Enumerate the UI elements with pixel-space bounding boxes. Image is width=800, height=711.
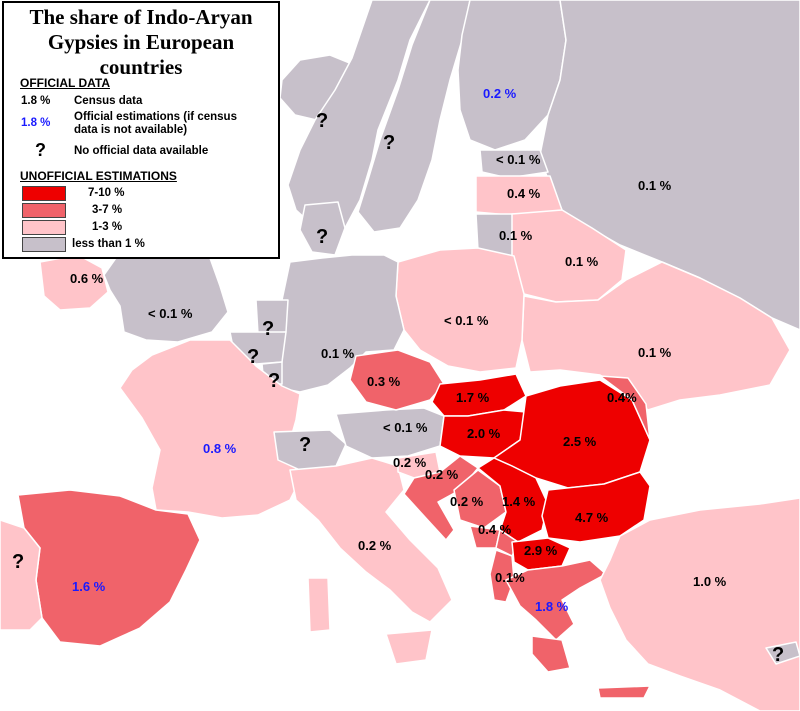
region-estonia	[479, 149, 549, 179]
legend-label-1-3: 1-3 %	[92, 221, 123, 233]
estimate-sample: 1.8 %	[21, 117, 51, 129]
legend-label-7-10: 7-10 %	[88, 187, 125, 199]
label-moldova: 0.4%	[607, 390, 637, 405]
label-hungary: 2.0 %	[467, 426, 501, 441]
region-ukraine	[521, 261, 791, 411]
region-crete	[597, 685, 651, 699]
unknown-marker-sweden: ?	[383, 132, 396, 154]
region-sicily	[385, 629, 433, 665]
legend-swatch-3-7	[22, 203, 66, 218]
region-cyprus	[765, 641, 800, 665]
map-title: The share of Indo-Aryan Gypsies in Europ…	[4, 5, 278, 80]
title-line-2: Gypsies in European countries	[47, 30, 235, 79]
region-sardinia	[307, 577, 331, 633]
unknown-marker-denmark: ?	[316, 226, 329, 248]
label-germany: 0.1 %	[321, 346, 355, 361]
region-italy	[289, 457, 453, 623]
region-serbia	[477, 457, 549, 543]
region-portugal	[0, 519, 43, 631]
label-belarus: 0.1 %	[565, 254, 599, 269]
label-finland: 0.2 %	[483, 86, 517, 101]
region-greece	[505, 559, 607, 641]
label-poland: < 0.1 %	[444, 313, 489, 328]
census-sample: 1.8 %	[21, 95, 51, 107]
region-moldova	[599, 375, 651, 441]
region-denmark	[299, 201, 346, 256]
legend-label-3-7: 3-7 %	[92, 204, 123, 216]
legend-box: The share of Indo-Aryan Gypsies in Europ…	[2, 1, 280, 259]
label-estonia: < 0.1 %	[496, 152, 541, 167]
label-macedonia: 2.9 %	[524, 543, 558, 558]
label-austria: < 0.1 %	[383, 420, 428, 435]
label-albania: 0.1%	[495, 570, 525, 585]
label-croatia: 0.2 %	[425, 467, 459, 482]
region-turkey	[599, 497, 800, 711]
official-data-header: OFFICIAL DATA	[20, 76, 110, 90]
label-latvia: 0.4 %	[507, 186, 541, 201]
label-czech: 0.3 %	[367, 374, 401, 389]
label-turkey: 1.0 %	[693, 574, 727, 589]
census-label: Census data	[74, 95, 143, 107]
legend-swatch-7-10	[22, 186, 66, 201]
title-line-1: The share of Indo-Aryan	[29, 5, 253, 29]
label-montenegro: 0.4 %	[478, 522, 512, 537]
unknown-marker-belgium: ?	[247, 346, 260, 368]
label-greece: 1.8 %	[535, 599, 569, 614]
label-serbia: 1.4 %	[502, 494, 536, 509]
estimate-label-line-1: Official estimations (if census	[74, 111, 237, 123]
region-albania	[489, 549, 515, 603]
estimate-label-line-2: data is not available)	[74, 124, 188, 136]
no-data-symbol: ?	[35, 140, 46, 160]
unknown-marker-iceland: ?	[316, 110, 329, 132]
label-lithuania: 0.1 %	[499, 228, 533, 243]
region-bulgaria	[541, 471, 651, 543]
region-sweden	[357, 0, 471, 233]
unknown-marker-netherlands: ?	[262, 318, 275, 340]
label-romania: 2.5 %	[563, 434, 597, 449]
unknown-marker-portugal: ?	[12, 551, 25, 573]
label-ukraine: 0.1 %	[638, 345, 672, 360]
label-russia: 0.1 %	[638, 178, 672, 193]
unknown-marker-luxembourg: ?	[268, 370, 281, 392]
no-data-label: No official data available	[74, 145, 209, 157]
region-france	[119, 339, 301, 519]
region-czech	[349, 349, 445, 411]
label-bosnia: 0.2 %	[450, 494, 484, 509]
legend-swatch-less-than-1	[22, 237, 66, 252]
label-slovakia: 1.7 %	[456, 390, 490, 405]
label-italy: 0.2 %	[358, 538, 392, 553]
label-uk: < 0.1 %	[148, 306, 193, 321]
unofficial-estimations-header: UNOFFICIAL ESTIMATIONS	[20, 169, 177, 183]
legend-label-less-than-1: less than 1 %	[72, 238, 145, 250]
legend-swatch-1-3	[22, 220, 66, 235]
label-slovenia: 0.2 %	[393, 455, 427, 470]
unknown-marker-switzerland: ?	[299, 434, 312, 456]
region-croatia	[403, 455, 479, 541]
label-france: 0.8 %	[203, 441, 237, 456]
label-ireland: 0.6 %	[70, 271, 104, 286]
region-peloponnese	[531, 635, 571, 673]
unknown-marker-cyprus: ?	[772, 644, 785, 666]
label-bulgaria: 4.7 %	[575, 510, 609, 525]
label-spain: 1.6 %	[72, 579, 106, 594]
